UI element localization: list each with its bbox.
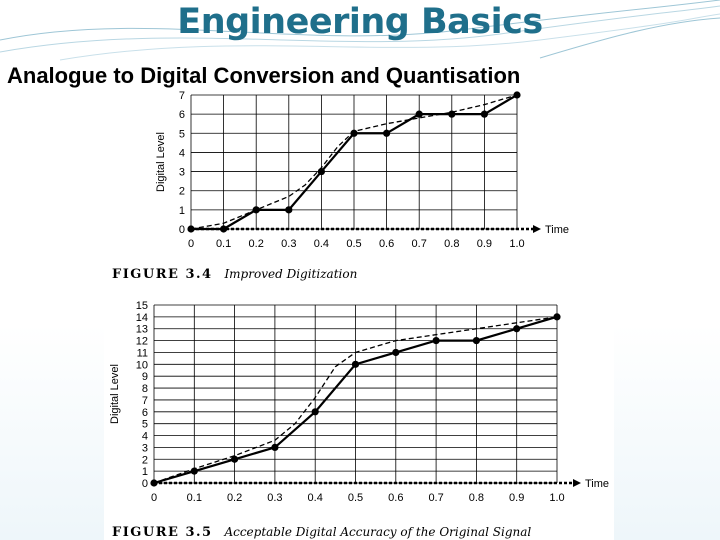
swoosh-line xyxy=(59,13,720,61)
y-tick-label: 3 xyxy=(179,167,185,179)
y-tick-label: 4 xyxy=(142,431,148,443)
swoosh-line xyxy=(539,17,720,59)
y-tick-label: 7 xyxy=(142,395,148,407)
x-tick-label: 0.2 xyxy=(227,492,242,504)
data-point xyxy=(383,129,391,137)
data-point xyxy=(231,455,239,463)
x-axis-label: Time xyxy=(585,478,609,490)
x-tick-label: 0.8 xyxy=(444,238,459,250)
x-tick-label: 0.7 xyxy=(412,238,427,250)
x-tick-label: 0.2 xyxy=(249,238,264,250)
x-axis-arrow xyxy=(533,225,541,233)
data-point xyxy=(480,110,488,118)
y-tick-label: 1 xyxy=(142,466,148,478)
y-tick-label: 6 xyxy=(179,109,185,121)
y-axis-label: Digital Level xyxy=(155,132,167,192)
y-tick-label: 7 xyxy=(179,90,185,102)
y-tick-label: 0 xyxy=(179,224,185,236)
x-tick-label: 0.8 xyxy=(469,492,484,504)
data-point xyxy=(392,348,400,357)
x-tick-label: 0.9 xyxy=(477,238,492,250)
data-point xyxy=(432,337,440,345)
figure-panel: 0 1 2 3 4 5 6 7 0 0.1 0.2 0.3 0.4 0.5 0.6 0.7 0.8 0.9 1.0 T… xyxy=(104,90,614,540)
y-tick-label: 9 xyxy=(142,371,148,383)
x-tick-label: 1.0 xyxy=(509,238,524,250)
data-point xyxy=(472,337,480,345)
swoosh-line xyxy=(0,0,720,41)
x-tick-label: 0.4 xyxy=(308,492,323,504)
x-tick-label: 0.5 xyxy=(346,238,361,250)
x-tick-label: 0.6 xyxy=(388,492,403,504)
x-tick-label: 0.3 xyxy=(281,238,296,250)
x-tick-label: 0.9 xyxy=(509,492,524,504)
y-tick-label: 3 xyxy=(142,442,148,454)
y-tick-label: 15 xyxy=(136,300,148,312)
x-tick-label: 0 xyxy=(188,238,194,250)
data-point xyxy=(285,206,293,214)
y-tick-label: 1 xyxy=(179,205,185,217)
x-tick-label: 0.5 xyxy=(348,492,363,504)
swoosh-line xyxy=(0,5,720,53)
x-tick-label: 0.1 xyxy=(216,238,231,250)
figure-caption-3-4: FIGURE 3.4 Improved Digitization xyxy=(112,267,357,282)
caption-text: Improved Digitization xyxy=(223,267,357,281)
data-point xyxy=(220,225,228,233)
data-point xyxy=(351,360,360,368)
y-tick-label: 2 xyxy=(142,454,148,466)
caption-label: FIGURE 3.5 xyxy=(112,525,213,540)
x-tick-label: 0.7 xyxy=(428,492,443,504)
y-tick-label: 2 xyxy=(179,186,185,198)
x-axis-label: Time xyxy=(545,224,569,236)
caption-label: FIGURE 3.4 xyxy=(112,267,213,282)
slide-title: Engineering Basics xyxy=(177,2,543,42)
x-tick-label: 0 xyxy=(151,492,157,504)
data-point xyxy=(350,129,358,137)
data-point xyxy=(553,313,561,321)
y-tick-label: 4 xyxy=(179,147,185,159)
x-tick-label: 0.6 xyxy=(379,238,394,250)
x-tick-label: 0.4 xyxy=(314,238,329,250)
data-point xyxy=(415,110,423,118)
x-axis-arrow xyxy=(573,479,581,487)
y-tick-label: 12 xyxy=(136,336,148,348)
y-tick-label: 0 xyxy=(142,478,148,490)
x-tick-label: 0.1 xyxy=(187,492,202,504)
data-point xyxy=(513,325,521,333)
chart-figure-3-4: 0 1 2 3 4 5 6 7 0 0.1 0.2 0.3 0.4 0.5 0.6 0.7 0.8 0.9 1.0 T… xyxy=(155,90,569,250)
y-tick-label: 13 xyxy=(136,324,148,336)
x-tick-label: 0.3 xyxy=(267,492,282,504)
caption-text: Acceptable Digital Accuracy of the Origi… xyxy=(223,525,531,539)
y-tick-label: 6 xyxy=(142,407,148,419)
slide-subtitle: Analogue to Digital Conversion and Quant… xyxy=(7,63,521,88)
y-tick-label: 5 xyxy=(179,128,185,140)
y-tick-label: 8 xyxy=(142,383,148,395)
header-decoration xyxy=(0,0,720,61)
figure-caption-3-5: FIGURE 3.5 Acceptable Digital Accuracy o… xyxy=(112,525,531,540)
y-tick-label: 5 xyxy=(142,419,148,431)
y-tick-label: 10 xyxy=(136,359,148,371)
analog-signal-dashed-line xyxy=(190,94,518,230)
data-point xyxy=(311,408,319,416)
y-tick-label: 14 xyxy=(136,312,148,324)
data-point xyxy=(317,167,325,176)
y-tick-label: 11 xyxy=(137,347,148,359)
data-point xyxy=(271,443,279,451)
analog-signal-dashed-line xyxy=(153,316,558,484)
x-tick-label: 1.0 xyxy=(549,492,564,504)
y-axis-label: Digital Level xyxy=(109,364,121,424)
